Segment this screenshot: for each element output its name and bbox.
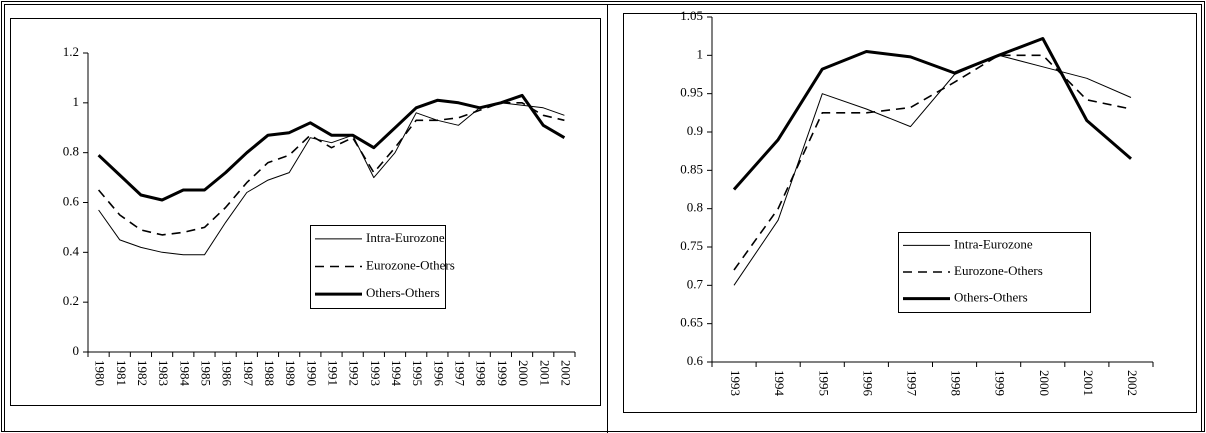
x-tick-label: 1997 (904, 370, 919, 397)
y-tick-label: 0.95 (680, 85, 703, 100)
x-tick-label: 2002 (1125, 370, 1140, 396)
y-tick-label: 0.75 (680, 238, 703, 253)
x-tick-label: 2002 (558, 360, 573, 386)
y-tick-label: 1.2 (63, 44, 79, 59)
x-tick-label: 1994 (772, 370, 787, 397)
inner-frame (4, 4, 1202, 432)
x-tick-label: 1993 (728, 370, 743, 396)
series-line (733, 54, 1132, 271)
x-tick-label: 1991 (326, 360, 341, 386)
x-tick-label: 1992 (347, 360, 362, 386)
x-tick-label: 1983 (156, 360, 171, 386)
chart-area-2 (623, 13, 1197, 413)
series-line (732, 37, 1132, 191)
y-tick-label: 1.05 (680, 8, 703, 23)
x-tick-label: 1984 (177, 360, 192, 387)
y-tick-label: 0.2 (63, 293, 79, 308)
y-tick-label: 0.65 (680, 315, 703, 330)
y-tick-label: 1 (697, 46, 704, 61)
x-tick-label: 2001 (537, 360, 552, 386)
x-tick-label: 1982 (135, 360, 150, 386)
x-tick-label: 1998 (949, 370, 964, 396)
y-tick-label: 0.6 (63, 193, 80, 208)
x-tick-label: 1988 (262, 360, 277, 386)
chart-area-1 (10, 18, 601, 406)
legend-label: Others-Others (366, 285, 440, 300)
x-tick-label: 1997 (453, 360, 468, 387)
x-tick-label: 1987 (241, 360, 256, 387)
x-tick-label: 1980 (93, 360, 108, 386)
x-tick-label: 1995 (410, 360, 425, 386)
y-tick-label: 0.9 (687, 123, 703, 138)
series-line (733, 54, 1132, 286)
x-tick-label: 2001 (1081, 370, 1096, 396)
x-tick-label: 1998 (474, 360, 489, 386)
y-tick-label: 0.4 (63, 243, 80, 258)
x-tick-label: 1999 (993, 370, 1008, 396)
y-tick-label: 0.7 (687, 276, 704, 291)
x-tick-label: 2000 (516, 360, 531, 386)
legend-label: Others-Others (954, 290, 1028, 305)
y-tick-label: 0.8 (63, 144, 79, 159)
x-tick-label: 1990 (304, 360, 319, 386)
y-tick-label: 0.8 (687, 200, 703, 215)
y-tick-label: 0 (73, 343, 80, 358)
x-tick-label: 1996 (431, 360, 446, 387)
legend-label: Eurozone-Others (366, 257, 455, 272)
x-tick-label: 2000 (1037, 370, 1052, 396)
legend-label: Eurozone-Others (954, 263, 1043, 278)
x-tick-label: 1981 (114, 360, 129, 386)
x-tick-label: 1986 (220, 360, 235, 387)
y-tick-label: 1 (73, 94, 80, 109)
series-line (97, 93, 566, 202)
x-tick-label: 1989 (283, 360, 298, 386)
legend-label: Intra-Eurozone (366, 230, 445, 245)
x-tick-label: 1995 (816, 370, 831, 396)
x-tick-label: 1996 (860, 370, 875, 397)
y-tick-label: 0.85 (680, 161, 703, 176)
x-tick-label: 1994 (389, 360, 404, 387)
y-tick-label: 0.6 (687, 353, 704, 368)
x-tick-label: 1993 (368, 360, 383, 386)
series-line (97, 102, 565, 236)
x-tick-label: 1999 (495, 360, 510, 386)
legend-label: Intra-Eurozone (954, 236, 1033, 251)
x-tick-label: 1985 (198, 360, 213, 386)
